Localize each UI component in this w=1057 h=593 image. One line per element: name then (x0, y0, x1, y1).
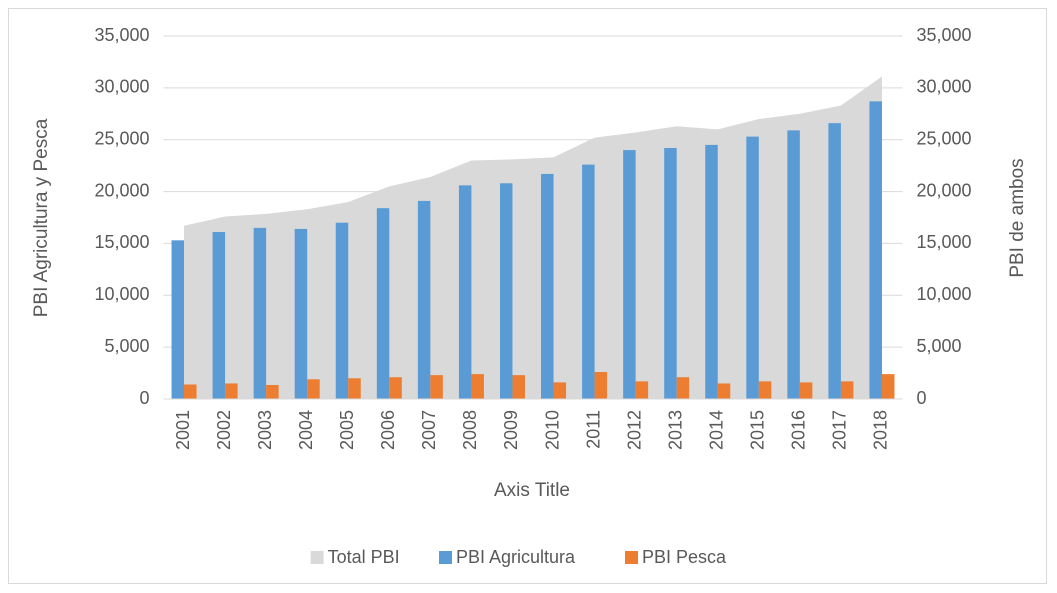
bar (541, 173, 554, 399)
x-tick-label: 2003 (255, 410, 275, 450)
y2-tick-label: 10,000 (917, 284, 972, 304)
bar (184, 384, 197, 399)
y-tick-label: 30,000 (94, 77, 149, 97)
bar (881, 374, 895, 399)
bar (294, 228, 308, 399)
x-tick-label: 2015 (748, 410, 768, 450)
bar (594, 372, 608, 399)
y-tick-label: 20,000 (94, 180, 149, 200)
bar (635, 381, 649, 399)
bar (623, 150, 636, 399)
bar (840, 381, 854, 399)
y2-tick-label: 15,000 (917, 232, 972, 252)
y2-tick-label: 35,000 (917, 25, 972, 45)
bar (705, 144, 718, 399)
bar (430, 375, 443, 399)
bar (171, 240, 185, 399)
x-tick-label: 2007 (419, 410, 439, 450)
bar (471, 374, 484, 399)
bar (376, 208, 390, 399)
x-tick-label: 2016 (789, 410, 809, 450)
x-tick-label: 2006 (378, 410, 398, 450)
bar (799, 382, 813, 399)
x-tick-label: 2004 (296, 410, 316, 450)
bar (348, 378, 361, 399)
y-tick-label: 5,000 (104, 336, 149, 356)
x-tick-label: 2012 (624, 410, 644, 450)
bar (266, 384, 279, 399)
bar (664, 148, 677, 399)
bar (253, 227, 267, 399)
x-tick-label: 2017 (830, 410, 850, 450)
x-tick-label: 2013 (665, 410, 685, 450)
y-tick-label: 25,000 (94, 128, 149, 148)
x-tick-label: 2009 (501, 410, 521, 450)
legend-swatch (625, 551, 638, 564)
x-tick-label: 2014 (707, 410, 727, 450)
legend-label: Total PBI (328, 547, 400, 567)
y-tick-label: 35,000 (94, 25, 149, 45)
x-tick-label: 2008 (460, 410, 480, 450)
bar (746, 136, 759, 400)
bar (458, 185, 472, 399)
bar (212, 232, 226, 399)
y2-tick-label: 30,000 (917, 77, 972, 97)
y2-tick-label: 20,000 (917, 180, 972, 200)
bar (389, 377, 402, 399)
legend-swatch (310, 551, 324, 564)
y-tick-label: 10,000 (94, 284, 149, 304)
y-tick-label: 15,000 (94, 232, 149, 252)
bar (676, 377, 690, 399)
bar (582, 164, 595, 399)
legend: Total PBI PBI Agricultura PBI Pesca (310, 547, 727, 567)
bar (335, 222, 349, 399)
x-tick-label: 2018 (871, 410, 891, 450)
x-axis-title: Axis Title (494, 480, 570, 501)
y2-tick-label: 25,000 (917, 128, 972, 148)
bar (869, 101, 882, 399)
bar (553, 382, 567, 399)
bar (717, 383, 731, 399)
y2-tick-label: 0 (917, 388, 927, 408)
bar (417, 200, 431, 399)
x-tick-label: 2010 (542, 410, 562, 450)
x-tick-label: 2001 (173, 410, 193, 450)
bar (499, 183, 513, 399)
bar (758, 381, 772, 399)
y2-tick-label: 5,000 (917, 336, 962, 356)
bar (787, 130, 800, 399)
y2-axis-title: PBI de ambos (1007, 158, 1028, 277)
bar (828, 123, 841, 400)
legend-label: PBI Agricultura (456, 547, 576, 567)
legend-swatch (439, 551, 452, 564)
y-tick-label: 0 (139, 388, 149, 408)
y-axis-title: PBI Agricultura y Pesca (31, 118, 52, 317)
x-tick-label: 2011 (583, 410, 603, 449)
bar (307, 379, 320, 399)
x-tick-label: 2002 (214, 410, 234, 450)
bar (512, 375, 525, 399)
x-tick-label: 2005 (337, 410, 357, 450)
bar (225, 383, 238, 399)
legend-label: PBI Pesca (642, 547, 727, 567)
